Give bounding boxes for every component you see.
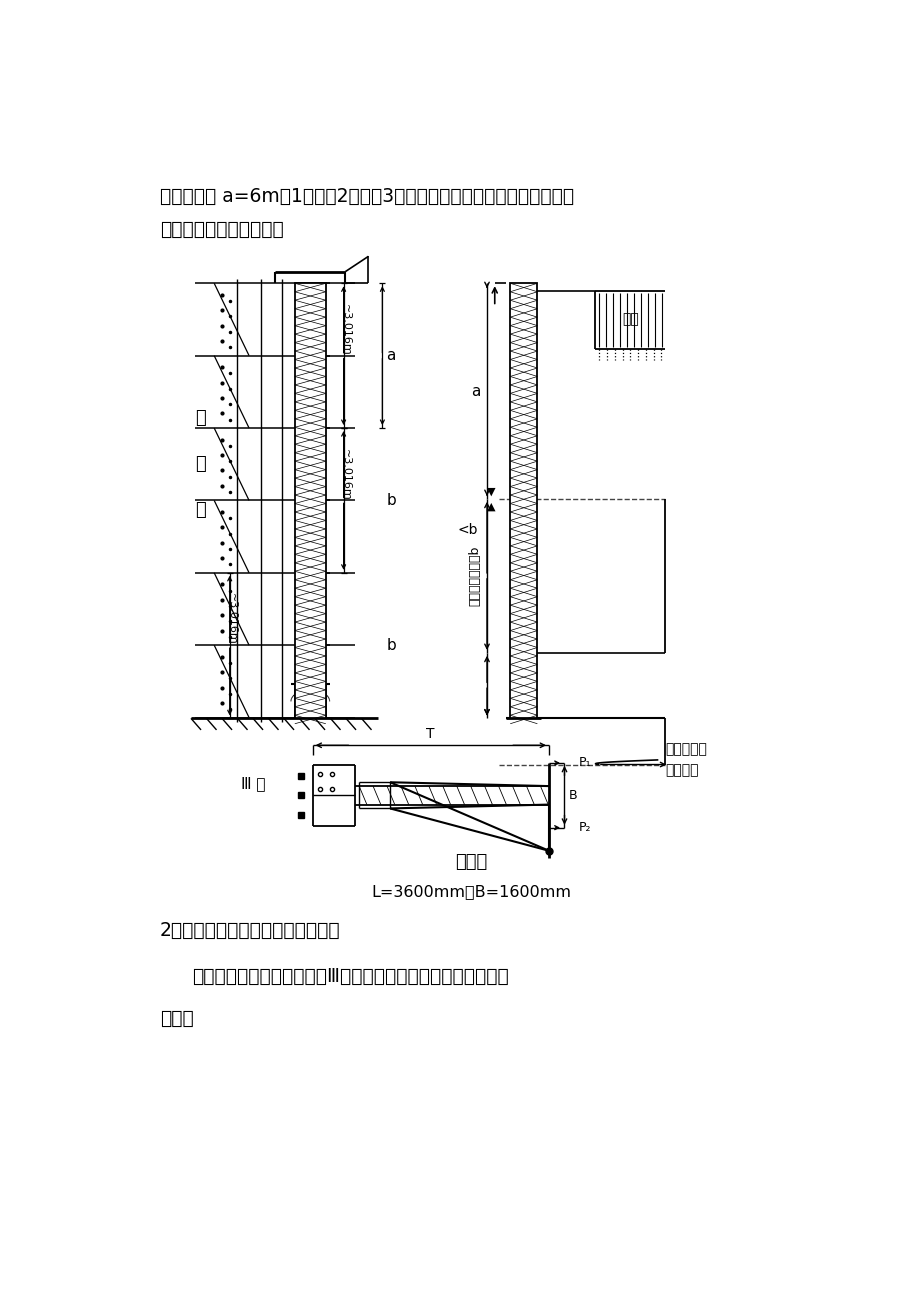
Text: 查得：: 查得： bbox=[160, 1009, 194, 1029]
Text: a: a bbox=[471, 384, 481, 398]
Text: L=3600mm，B=1600mm: L=3600mm，B=1600mm bbox=[371, 884, 571, 900]
Text: Ⅲ 型: Ⅲ 型 bbox=[241, 776, 265, 792]
Text: 自由端高度 a=6m。1＃楼、2＃楼、3＃楼人货梯附墙架二层面设置一道，: 自由端高度 a=6m。1＃楼、2＃楼、3＃楼人货梯附墙架二层面设置一道， bbox=[160, 186, 573, 206]
Text: 滑模: 滑模 bbox=[621, 312, 638, 327]
Polygon shape bbox=[510, 284, 537, 719]
Text: B: B bbox=[568, 789, 576, 802]
Text: 附墙架规定间距b: 附墙架规定间距b bbox=[469, 546, 482, 605]
Text: 的附墙架: 的附墙架 bbox=[664, 764, 698, 777]
Text: T: T bbox=[425, 728, 434, 741]
Text: b: b bbox=[386, 493, 395, 508]
Text: 可拆除移位: 可拆除移位 bbox=[664, 742, 707, 756]
Text: 2、人货梯附墙架对墙面作用计算：: 2、人货梯附墙架对墙面作用计算： bbox=[160, 921, 340, 940]
Text: 筑: 筑 bbox=[195, 456, 206, 473]
Text: 以上每隔二层设置一道。: 以上每隔二层设置一道。 bbox=[160, 220, 283, 238]
Text: 物: 物 bbox=[195, 501, 206, 519]
Text: ~3.016m: ~3.016m bbox=[341, 449, 350, 500]
Text: a: a bbox=[386, 348, 395, 363]
Polygon shape bbox=[294, 284, 325, 719]
Text: ~3.016m: ~3.016m bbox=[341, 303, 350, 355]
Text: ~3.016m: ~3.016m bbox=[227, 594, 237, 646]
Text: <b: <b bbox=[457, 522, 477, 536]
Text: ▼: ▼ bbox=[486, 486, 494, 496]
Text: ▲: ▲ bbox=[486, 501, 494, 512]
Text: 建: 建 bbox=[195, 409, 206, 427]
Text: P₁: P₁ bbox=[578, 756, 590, 769]
Text: 附墙架: 附墙架 bbox=[455, 853, 487, 871]
Text: P₂: P₂ bbox=[578, 822, 590, 835]
Text: 附墙架对墙面作用力计算（Ⅲ型附墙架）由施工升降机使用手册: 附墙架对墙面作用力计算（Ⅲ型附墙架）由施工升降机使用手册 bbox=[192, 967, 509, 986]
Text: b: b bbox=[386, 638, 395, 652]
